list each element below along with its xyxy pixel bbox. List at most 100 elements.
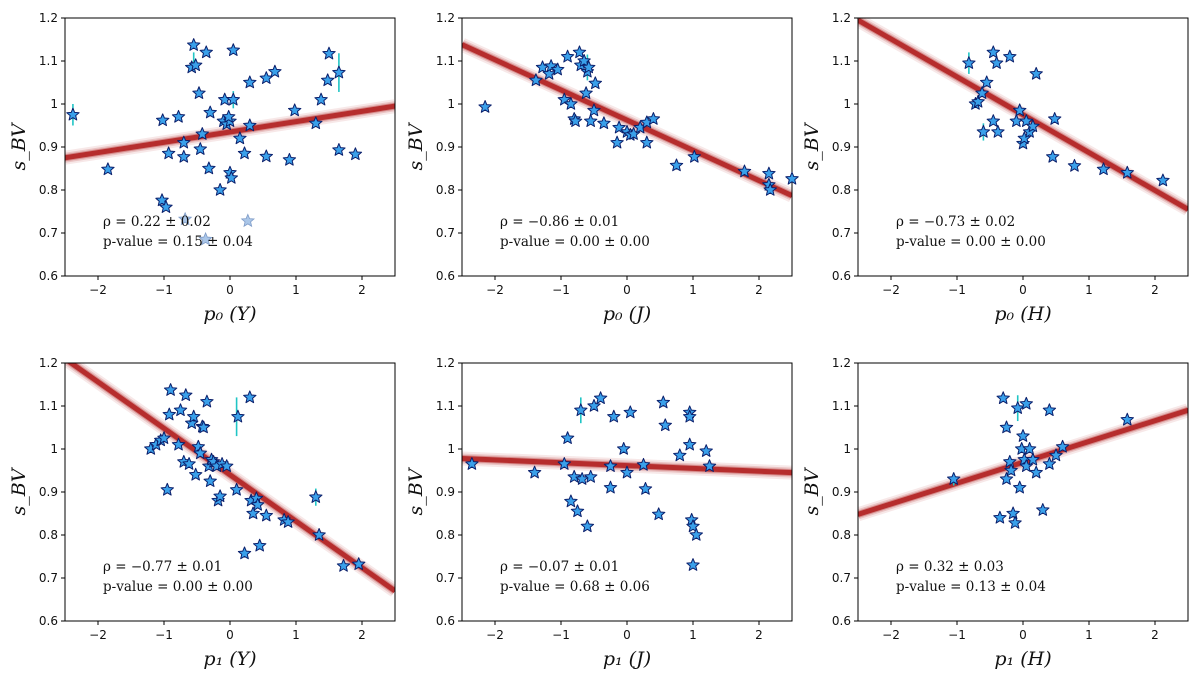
- y-tick-label: 0.8: [832, 183, 851, 197]
- star-point: [568, 114, 583, 127]
- star-point: [182, 457, 196, 470]
- star-point: [226, 43, 240, 57]
- star-point: [652, 507, 666, 521]
- star-point: [980, 75, 994, 89]
- star-point: [222, 109, 236, 123]
- x-tick-label: 1: [689, 283, 697, 297]
- star-point: [187, 409, 201, 423]
- star-point: [1022, 442, 1037, 455]
- star-point: [762, 166, 776, 180]
- y-tick-label: 1.2: [832, 356, 851, 370]
- star-point: [199, 45, 213, 59]
- fit-band: [65, 363, 395, 597]
- star-point: [193, 142, 207, 155]
- star-point: [574, 403, 588, 417]
- y-tick-label: 1: [447, 442, 455, 456]
- x-tick-label: −2: [486, 628, 504, 642]
- y-tick-label: 0.7: [39, 571, 58, 585]
- y-axis-label: s_BV: [801, 121, 823, 170]
- x-tick-label: 0: [623, 628, 631, 642]
- y-tick-label: 1.1: [832, 399, 851, 413]
- faded-star-point: [177, 211, 193, 226]
- x-tick-label: 1: [689, 628, 697, 642]
- y-tick-label: 0.8: [39, 183, 58, 197]
- star-point: [1120, 412, 1134, 426]
- star-point: [560, 49, 575, 63]
- star-point: [577, 54, 591, 67]
- star-point: [1036, 503, 1050, 516]
- y-tick-label: 0.7: [832, 226, 851, 240]
- star-point: [268, 64, 282, 78]
- star-point: [1004, 463, 1018, 477]
- star-point: [971, 94, 985, 108]
- star-point: [243, 390, 257, 404]
- x-axis-label: p₀ (H): [994, 303, 1051, 325]
- star-point: [312, 528, 326, 541]
- y-tick-label: 0.6: [436, 269, 455, 283]
- star-point: [669, 158, 684, 172]
- x-tick-label: −1: [155, 628, 173, 642]
- x-tick-label: 1: [1085, 628, 1093, 642]
- rho-annotation: ρ = −0.77 ± 0.01: [103, 559, 222, 575]
- star-point: [243, 118, 257, 132]
- y-tick-label: 1.1: [436, 54, 455, 68]
- y-tick-label: 1: [50, 442, 58, 456]
- star-point: [1013, 480, 1027, 494]
- x-tick-label: 2: [358, 628, 366, 642]
- star-point: [646, 112, 661, 125]
- star-point: [259, 508, 273, 522]
- panel-6: −2 −1 0 1 2 0.6 0.7 0.8 0.9 1 1.1 1.2 p₁ (H) s_BV ρ = …: [801, 356, 1189, 670]
- star-point: [579, 86, 593, 100]
- pvalue-annotation: p-value = 0.13 ± 0.04: [896, 579, 1046, 595]
- star-point: [1013, 103, 1027, 117]
- star-point: [187, 38, 201, 51]
- star-point: [160, 482, 174, 496]
- star-point: [673, 448, 687, 462]
- star-point: [527, 465, 542, 479]
- star-point: [251, 497, 265, 511]
- star-point: [352, 557, 366, 570]
- star-point: [200, 394, 214, 408]
- star-point: [237, 546, 252, 560]
- star-point: [1042, 403, 1057, 417]
- star-point: [617, 442, 631, 455]
- y-tick-label: 1: [447, 97, 455, 111]
- star-point: [66, 107, 80, 121]
- star-point: [564, 494, 578, 508]
- panel-5: −2 −1 0 1 2 0.6 0.7 0.8 0.9 1 1.1 1.2 p₁ (J) s_BV ρ = …: [405, 356, 793, 670]
- star-point: [465, 457, 479, 470]
- star-point: [1008, 515, 1022, 529]
- star-point: [572, 45, 587, 59]
- star-point: [163, 383, 178, 396]
- x-tick-label: −2: [486, 283, 504, 297]
- y-tick-label: 0.6: [39, 269, 58, 283]
- star-point: [623, 405, 637, 419]
- star-point: [243, 75, 257, 89]
- x-tick-label: 1: [1085, 283, 1093, 297]
- faded-star-point: [240, 213, 255, 228]
- x-axis-label: p₁ (H): [994, 648, 1051, 670]
- x-tick-label: −1: [155, 283, 173, 297]
- fit-band: [65, 99, 395, 165]
- star-point: [189, 58, 203, 72]
- panel-1: −2 −1 0 1 2 0.6 0.7 0.8 0.9 1 1.1 1.2 p₀ (Y) s_BV ρ = …: [8, 11, 396, 325]
- x-tick-label: 0: [623, 283, 631, 297]
- star-point: [229, 482, 244, 496]
- star-point: [962, 56, 976, 69]
- star-point: [171, 437, 186, 451]
- star-point: [224, 170, 238, 184]
- star-point: [173, 403, 188, 417]
- star-point: [1046, 149, 1060, 163]
- star-point: [1067, 158, 1082, 172]
- star-point: [332, 143, 346, 156]
- star-point: [162, 407, 176, 421]
- star-point: [603, 480, 618, 494]
- star-point: [687, 149, 701, 163]
- y-tick-label: 0.6: [832, 614, 851, 628]
- y-tick-label: 0.7: [436, 571, 455, 585]
- star-point: [570, 504, 585, 518]
- y-tick-label: 1.2: [39, 356, 58, 370]
- y-tick-label: 0.9: [832, 485, 851, 499]
- star-point: [195, 127, 209, 140]
